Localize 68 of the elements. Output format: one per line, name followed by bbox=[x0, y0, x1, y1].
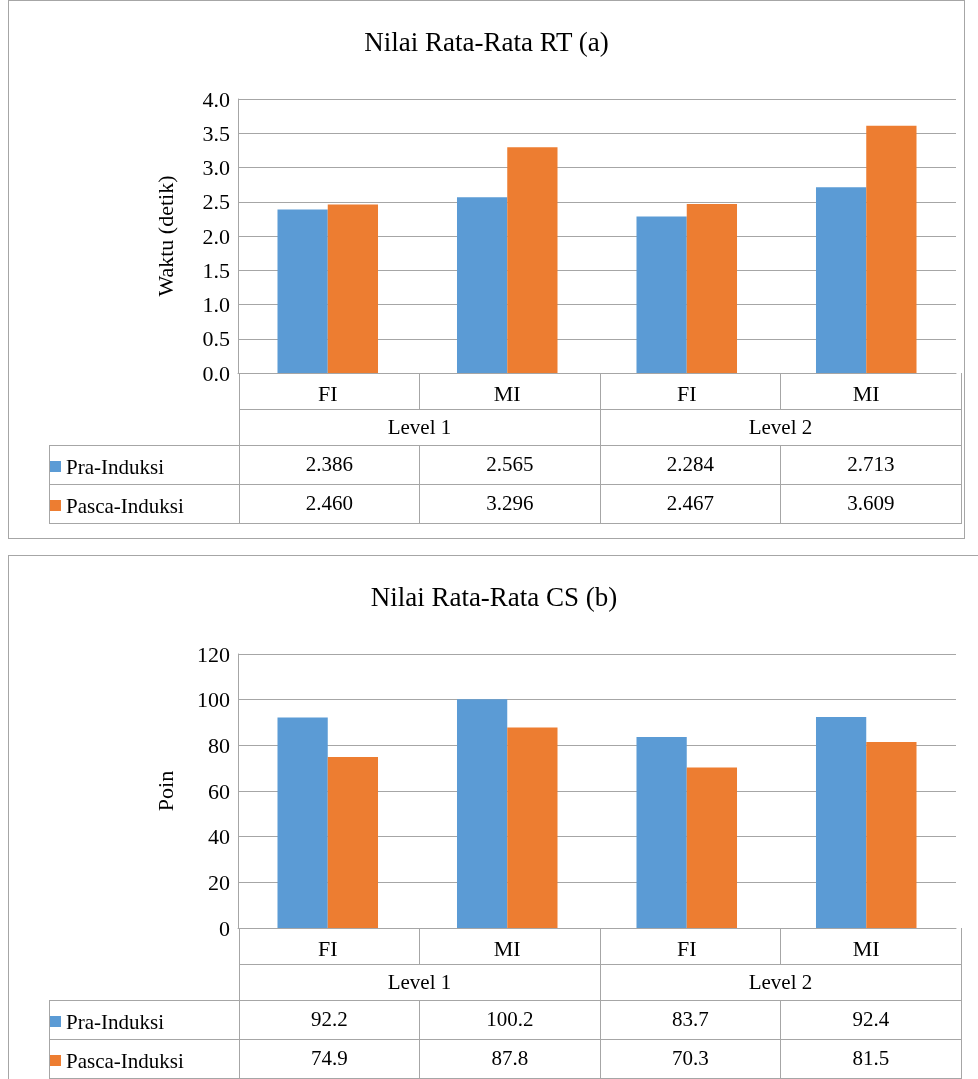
x-tick-label: MI bbox=[493, 380, 521, 406]
x-tick-label: FI bbox=[676, 935, 697, 961]
x-tick-label: MI bbox=[852, 935, 880, 961]
data-label: 74.9 bbox=[239, 1039, 420, 1078]
y-tick-label: 2.5 bbox=[202, 189, 230, 215]
data-label: 2.565 bbox=[419, 445, 600, 484]
data-label: 70.3 bbox=[600, 1039, 781, 1078]
bar bbox=[327, 204, 379, 373]
y-tick-label: 60 bbox=[208, 778, 230, 804]
y-tick-label: 0 bbox=[219, 915, 230, 941]
y-tick-label: 1.5 bbox=[202, 257, 230, 283]
data-label: 2.713 bbox=[780, 445, 961, 484]
legend-label: Pasca-Induksi bbox=[66, 1048, 184, 1073]
bar bbox=[636, 216, 687, 373]
legend-label: Pra-Induksi bbox=[66, 454, 165, 479]
bar bbox=[866, 125, 917, 373]
x-tick-label: MI bbox=[493, 935, 521, 961]
bar bbox=[507, 147, 558, 373]
text: Level 2 bbox=[600, 409, 961, 445]
y-tick-label: 0.0 bbox=[202, 360, 230, 386]
bar bbox=[686, 767, 738, 928]
data-label: 3.609 bbox=[780, 484, 961, 523]
x-tick-label: FI bbox=[317, 380, 338, 406]
data-label: 83.7 bbox=[600, 1000, 781, 1039]
bar bbox=[636, 736, 687, 928]
x-tick-label: FI bbox=[317, 935, 338, 961]
y-axis-title: Waktu (detik) bbox=[152, 175, 178, 297]
y-tick-label: 100 bbox=[197, 687, 230, 713]
y-tick-label: 120 bbox=[197, 641, 230, 667]
text: Level 1 bbox=[239, 409, 600, 445]
data-label: 92.2 bbox=[239, 1000, 420, 1039]
text: Level 1 bbox=[239, 964, 600, 1000]
bar bbox=[815, 187, 867, 373]
data-label: 87.8 bbox=[419, 1039, 600, 1078]
data-label: 2.386 bbox=[239, 445, 420, 484]
y-tick-label: 40 bbox=[208, 824, 230, 850]
y-axis-title: Poin bbox=[152, 770, 178, 812]
data-label: 92.4 bbox=[780, 1000, 961, 1039]
data-label: 3.296 bbox=[419, 484, 600, 523]
data-label: 2.460 bbox=[239, 484, 420, 523]
chart-title: Nilai Rata-Rata RT (a) bbox=[364, 26, 609, 57]
y-tick-label: 4.0 bbox=[202, 86, 230, 112]
bar bbox=[815, 717, 867, 928]
legend-label: Pra-Induksi bbox=[66, 1009, 165, 1034]
bar bbox=[507, 727, 558, 928]
y-tick-label: 3.0 bbox=[202, 155, 230, 180]
legend-label: Pasca-Induksi bbox=[66, 493, 184, 518]
x-tick-label: MI bbox=[852, 380, 880, 406]
bar bbox=[277, 717, 328, 928]
bar bbox=[277, 209, 328, 373]
bar bbox=[866, 741, 917, 928]
y-tick-label: 20 bbox=[208, 869, 230, 895]
y-tick-label: 1.0 bbox=[202, 292, 230, 317]
y-tick-label: 3.5 bbox=[202, 120, 230, 146]
bar bbox=[456, 197, 508, 373]
bar bbox=[686, 204, 738, 373]
chart-title: Nilai Rata-Rata CS (b) bbox=[370, 581, 618, 612]
bar bbox=[327, 756, 379, 928]
x-tick-label: FI bbox=[676, 380, 697, 406]
data-label: 100.2 bbox=[419, 1000, 600, 1039]
y-tick-label: 80 bbox=[208, 732, 230, 758]
data-label: 2.467 bbox=[600, 484, 781, 523]
bar bbox=[456, 699, 508, 928]
data-label: 81.5 bbox=[780, 1039, 961, 1078]
y-tick-label: 2.0 bbox=[202, 223, 230, 249]
y-tick-label: 0.5 bbox=[202, 326, 230, 352]
text: Level 2 bbox=[600, 964, 961, 1000]
data-label: 2.284 bbox=[600, 445, 781, 484]
